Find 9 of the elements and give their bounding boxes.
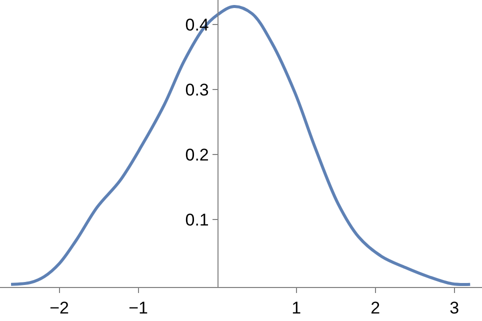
y-tick-label: 0.1 bbox=[185, 210, 209, 230]
x-tick-label: 2 bbox=[370, 298, 380, 318]
x-tick-label: −2 bbox=[50, 298, 69, 318]
x-tick-label: 3 bbox=[450, 298, 460, 318]
y-tick-label: 0.2 bbox=[185, 145, 209, 164]
x-tick-label: 1 bbox=[292, 298, 302, 318]
x-tick-label: −1 bbox=[128, 298, 148, 318]
y-tick-label: 0.3 bbox=[185, 80, 209, 100]
line-series bbox=[10, 4, 472, 286]
